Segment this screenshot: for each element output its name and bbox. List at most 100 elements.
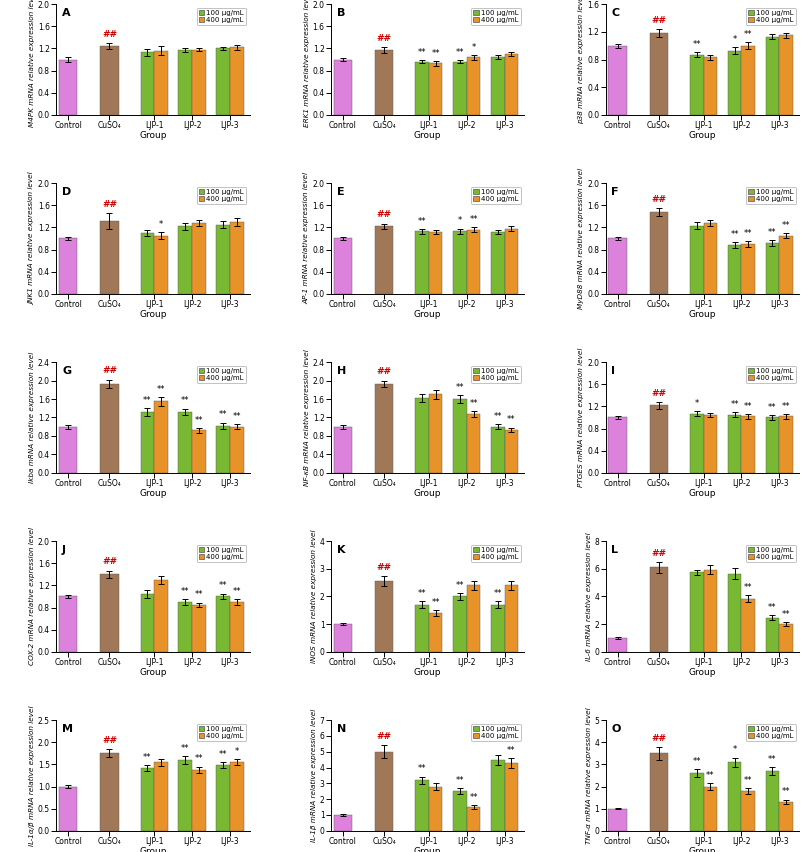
- Text: **: **: [219, 410, 227, 419]
- Text: **: **: [768, 227, 776, 237]
- Bar: [428, 613, 442, 652]
- Bar: [649, 567, 667, 652]
- Bar: [178, 412, 192, 473]
- Text: A: A: [62, 8, 71, 18]
- Text: **: **: [431, 49, 439, 58]
- X-axis label: Group: Group: [687, 310, 715, 320]
- Bar: [229, 427, 243, 473]
- Text: ##: ##: [650, 15, 666, 25]
- Text: **: **: [768, 403, 776, 412]
- Bar: [452, 61, 466, 115]
- Text: **: **: [743, 30, 751, 39]
- Text: **: **: [781, 402, 789, 411]
- Bar: [229, 602, 243, 652]
- Bar: [727, 763, 740, 831]
- Text: **: **: [743, 775, 751, 785]
- Bar: [428, 232, 442, 294]
- Bar: [154, 763, 168, 831]
- Bar: [649, 212, 667, 294]
- Bar: [703, 569, 716, 652]
- Bar: [765, 417, 778, 473]
- Bar: [466, 585, 480, 652]
- Bar: [703, 57, 716, 115]
- Text: **: **: [233, 587, 241, 596]
- Bar: [415, 61, 428, 115]
- Text: **: **: [455, 48, 464, 57]
- Text: H: H: [336, 366, 346, 376]
- Bar: [778, 417, 792, 473]
- Bar: [178, 760, 192, 831]
- Legend: 100 μg/mL, 400 μg/mL: 100 μg/mL, 400 μg/mL: [471, 8, 520, 25]
- Y-axis label: p38 mRNA relative expression level: p38 mRNA relative expression level: [577, 0, 584, 124]
- Text: **: **: [743, 229, 751, 238]
- Bar: [216, 225, 229, 294]
- Bar: [490, 427, 504, 473]
- Text: **: **: [730, 400, 738, 409]
- Bar: [154, 580, 168, 652]
- Text: ##: ##: [102, 199, 117, 209]
- Bar: [334, 427, 351, 473]
- Text: ##: ##: [650, 549, 666, 557]
- Bar: [100, 46, 119, 115]
- Bar: [334, 815, 351, 831]
- Y-axis label: IL-1β mRNA relative expression level: IL-1β mRNA relative expression level: [310, 709, 317, 842]
- Text: **: **: [417, 216, 426, 226]
- Text: M: M: [62, 723, 73, 734]
- Text: **: **: [194, 416, 203, 425]
- Bar: [608, 46, 626, 115]
- X-axis label: Group: Group: [139, 310, 167, 320]
- Bar: [192, 769, 205, 831]
- Bar: [727, 245, 740, 294]
- Text: **: **: [180, 744, 189, 753]
- Legend: 100 μg/mL, 400 μg/mL: 100 μg/mL, 400 μg/mL: [745, 544, 795, 562]
- Bar: [778, 624, 792, 652]
- Text: **: **: [781, 610, 789, 619]
- Text: D: D: [62, 187, 71, 197]
- Text: **: **: [743, 402, 751, 411]
- Text: *: *: [457, 216, 461, 225]
- Legend: 100 μg/mL, 400 μg/mL: 100 μg/mL, 400 μg/mL: [745, 187, 795, 204]
- X-axis label: Group: Group: [413, 489, 441, 498]
- Text: **: **: [493, 412, 501, 421]
- Legend: 100 μg/mL, 400 μg/mL: 100 μg/mL, 400 μg/mL: [196, 8, 246, 25]
- Bar: [59, 239, 77, 294]
- Text: **: **: [417, 589, 426, 598]
- Text: ##: ##: [376, 210, 391, 219]
- Bar: [778, 802, 792, 831]
- Y-axis label: PTGES mRNA relative expression level: PTGES mRNA relative expression level: [577, 348, 584, 487]
- Bar: [140, 233, 154, 294]
- Text: **: **: [143, 752, 152, 762]
- Text: L: L: [610, 544, 618, 555]
- Bar: [216, 596, 229, 652]
- Text: ##: ##: [376, 34, 391, 43]
- Text: ##: ##: [376, 732, 391, 741]
- Text: **: **: [730, 230, 738, 239]
- Bar: [452, 596, 466, 652]
- Text: ##: ##: [650, 195, 666, 204]
- Text: **: **: [180, 396, 189, 406]
- Legend: 100 μg/mL, 400 μg/mL: 100 μg/mL, 400 μg/mL: [196, 366, 246, 383]
- Text: *: *: [234, 747, 238, 756]
- Bar: [452, 399, 466, 473]
- Bar: [689, 55, 703, 115]
- Text: ##: ##: [376, 563, 391, 572]
- Bar: [178, 602, 192, 652]
- Bar: [765, 37, 778, 115]
- Bar: [100, 753, 119, 831]
- Text: **: **: [691, 757, 700, 766]
- Bar: [765, 618, 778, 652]
- Bar: [415, 398, 428, 473]
- Bar: [689, 226, 703, 294]
- Bar: [727, 415, 740, 473]
- Legend: 100 μg/mL, 400 μg/mL: 100 μg/mL, 400 μg/mL: [471, 187, 520, 204]
- Text: **: **: [219, 750, 227, 759]
- Bar: [504, 430, 517, 473]
- Legend: 100 μg/mL, 400 μg/mL: 100 μg/mL, 400 μg/mL: [745, 8, 795, 25]
- Y-axis label: COX-2 mRNA relative expression level: COX-2 mRNA relative expression level: [29, 527, 35, 665]
- Bar: [192, 49, 205, 115]
- Bar: [765, 243, 778, 294]
- Text: ##: ##: [102, 736, 117, 745]
- Text: C: C: [610, 8, 618, 18]
- Bar: [504, 228, 517, 294]
- Y-axis label: TNF-α mRNA relative expression level: TNF-α mRNA relative expression level: [585, 707, 591, 843]
